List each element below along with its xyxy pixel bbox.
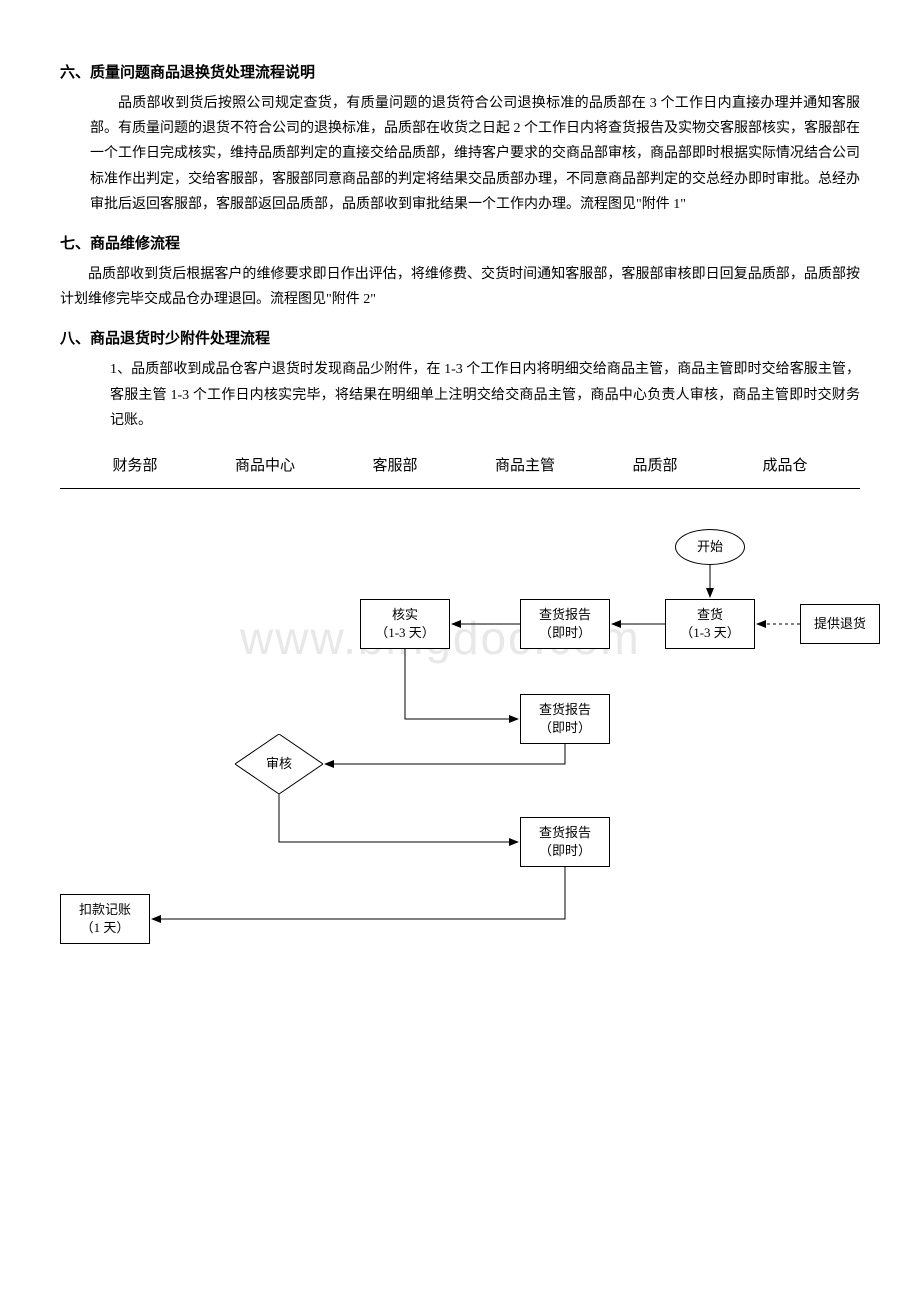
col-header-product-center: 商品中心 xyxy=(200,453,330,480)
col-header-quality: 品质部 xyxy=(590,453,720,480)
col-header-product-manager: 商品主管 xyxy=(460,453,590,480)
section-6: 六、质量问题商品退换货处理流程说明 品质部收到货后按照公司规定查货，有质量问题的… xyxy=(60,60,860,217)
col-header-finance: 财务部 xyxy=(70,453,200,480)
section-8: 八、商品退货时少附件处理流程 1、品质部收到成品仓客户退货时发现商品少附件，在 … xyxy=(60,326,860,433)
flowchart: www.bingdoc.com 开始 提供退货 查货 （1-3 天） xyxy=(60,509,860,1009)
node-audit-label: 审核 xyxy=(266,752,292,775)
flowchart-column-headers: 财务部 商品中心 客服部 商品主管 品质部 成品仓 xyxy=(60,453,860,489)
section-8-heading: 八、商品退货时少附件处理流程 xyxy=(60,326,860,353)
col-header-warehouse: 成品仓 xyxy=(720,453,850,480)
section-7-paragraph: 品质部收到货后根据客户的维修要求即日作出评估，将维修费、交货时间通知客服部，客服… xyxy=(60,262,860,312)
section-6-paragraph: 品质部收到货后按照公司规定查货，有质量问题的退货符合公司退换标准的品质部在 3 … xyxy=(90,91,860,217)
flowchart-arrows xyxy=(60,509,880,979)
col-header-customer-service: 客服部 xyxy=(330,453,460,480)
section-7: 七、商品维修流程 品质部收到货后根据客户的维修要求即日作出评估，将维修费、交货时… xyxy=(60,231,860,312)
section-7-heading: 七、商品维修流程 xyxy=(60,231,860,258)
section-6-heading: 六、质量问题商品退换货处理流程说明 xyxy=(60,60,860,87)
section-8-item-1: 1、品质部收到成品仓客户退货时发现商品少附件，在 1-3 个工作日内将明细交给商… xyxy=(110,357,860,433)
